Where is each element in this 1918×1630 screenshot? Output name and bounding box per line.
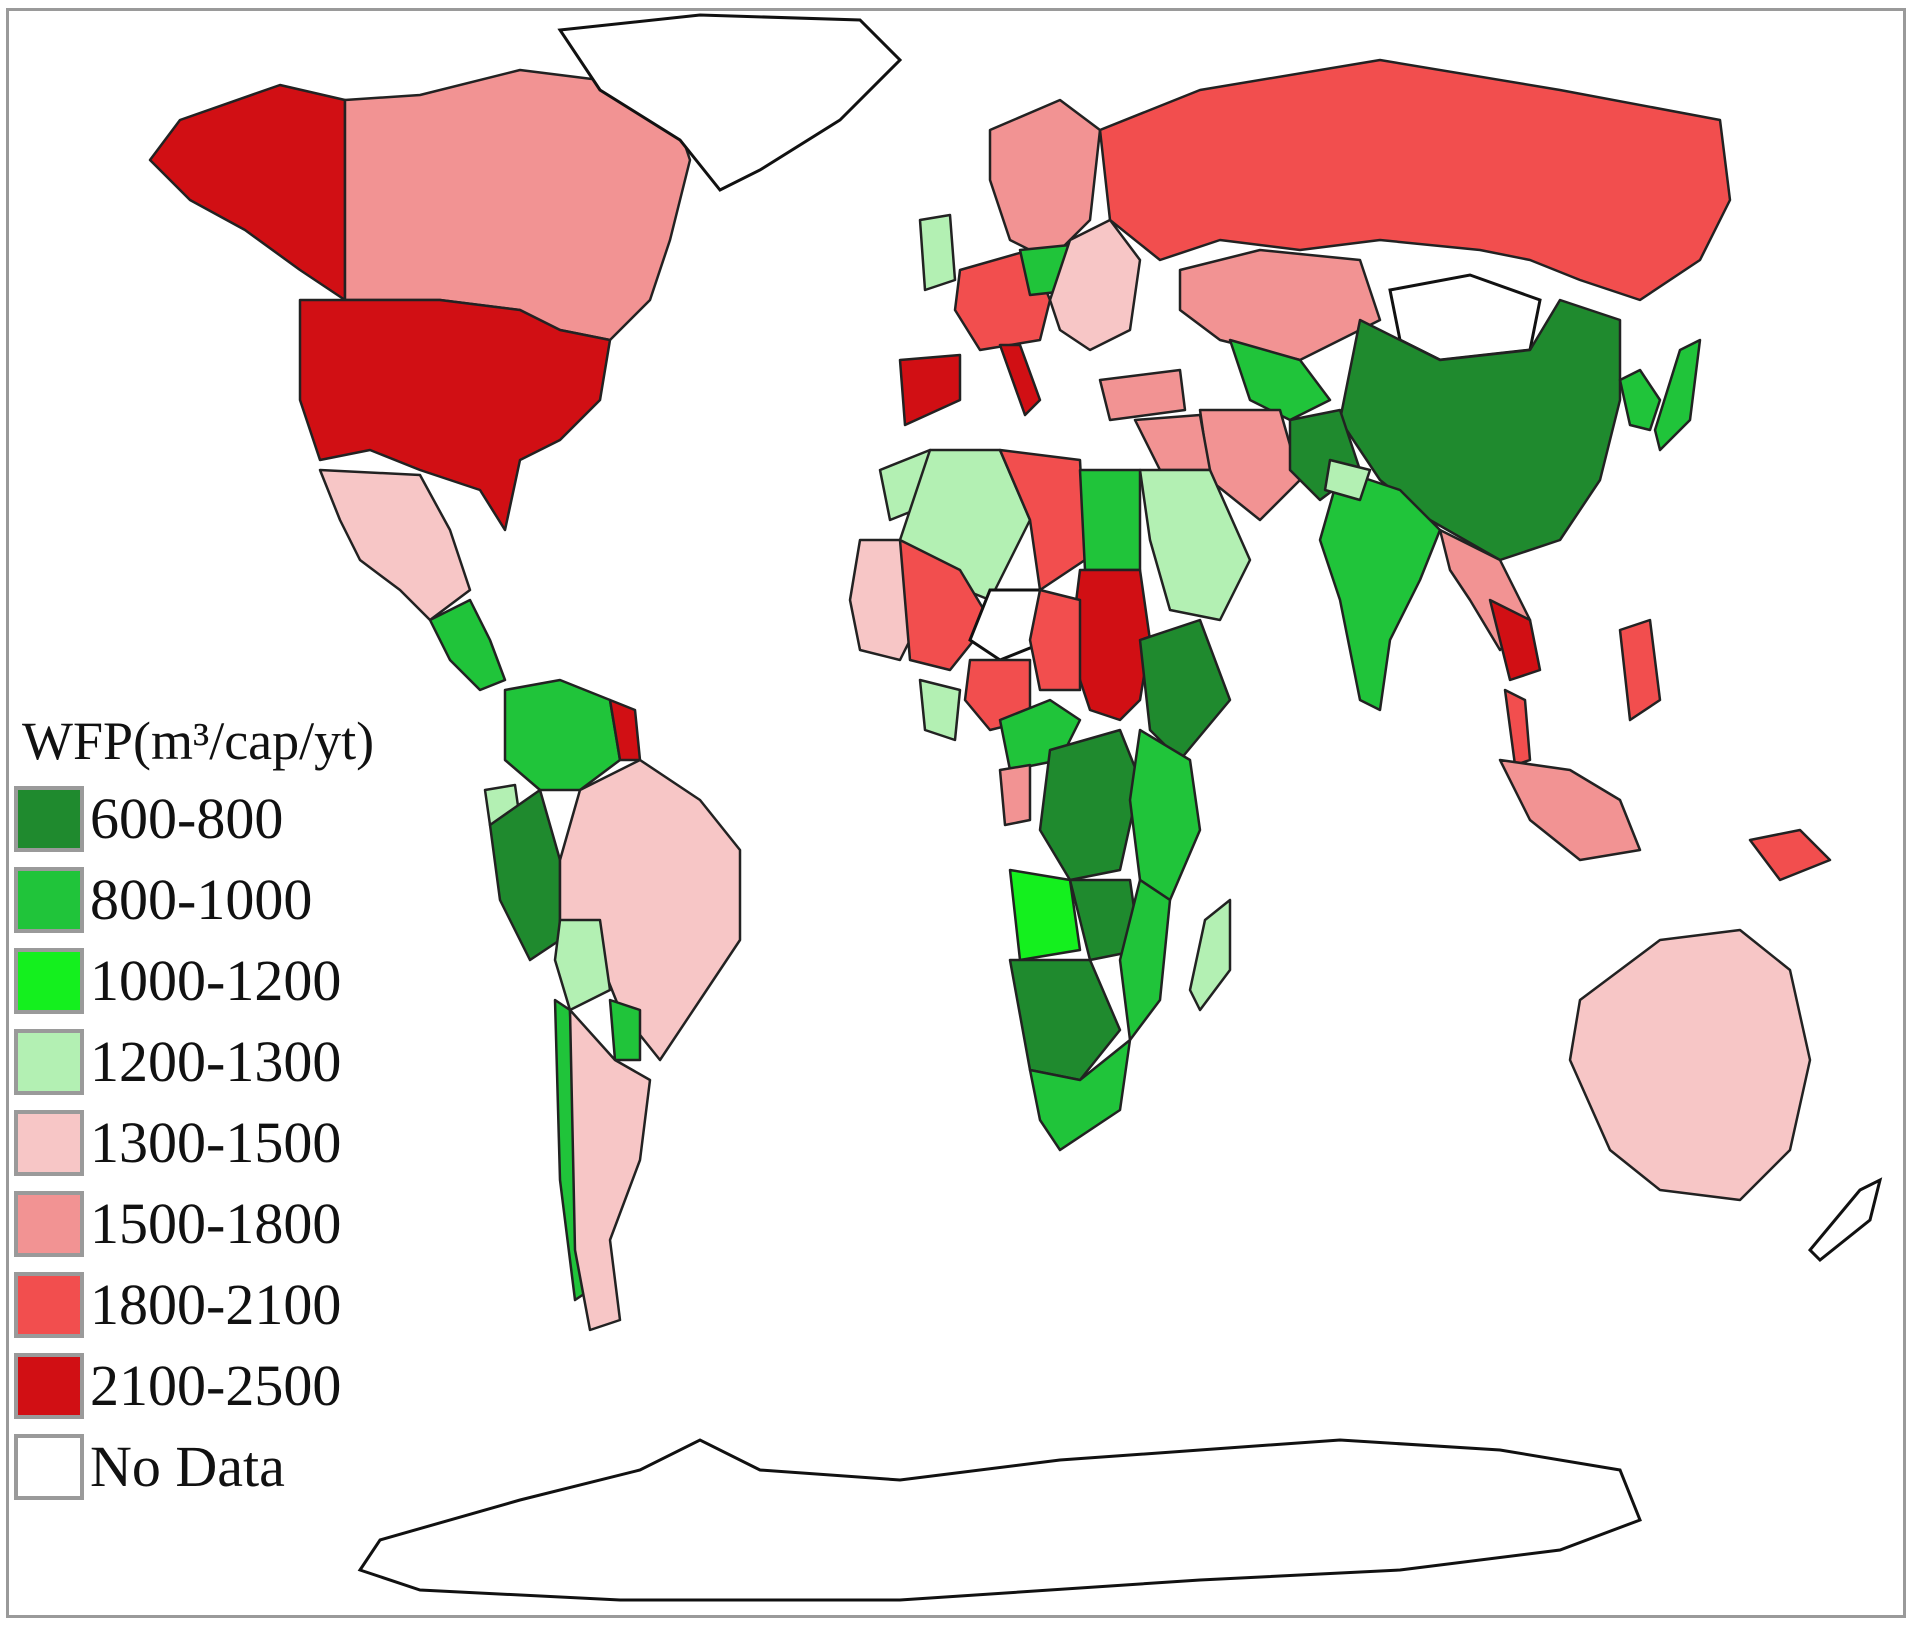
region-korea-japan [1618, 338, 1702, 452]
region-uk [918, 213, 957, 292]
legend-label: 800-1000 [90, 867, 313, 932]
legend-label: 2100-2500 [90, 1353, 342, 1418]
region-ethiopia [1138, 618, 1232, 762]
legend-label: 1000-1200 [90, 948, 342, 1013]
legend-label: No Data [90, 1434, 285, 1499]
region-usa [298, 298, 612, 532]
region-thailand [1488, 598, 1542, 682]
region-sudan [1068, 568, 1152, 722]
legend-item: 1800-2100 [14, 1264, 474, 1345]
region-philippines [1618, 618, 1662, 722]
region-guinea-coast [918, 678, 962, 742]
region-new-zealand [1807, 1177, 1883, 1263]
region-mali [898, 538, 992, 672]
region-malaysia [1503, 688, 1532, 767]
region-turkey [1098, 368, 1187, 422]
legend-item: 600-800 [14, 778, 474, 859]
region-namibia-botswana [1008, 958, 1122, 1082]
region-venezuela-colombia [503, 678, 622, 792]
region-drc [1038, 728, 1142, 882]
legend-swatch [14, 785, 84, 852]
legend-swatch [14, 1433, 84, 1500]
legend-swatch [14, 1190, 84, 1257]
region-india [1318, 468, 1442, 712]
region-alaska [148, 83, 347, 302]
region-australia [1568, 928, 1812, 1202]
region-mozambique [1118, 878, 1172, 1042]
legend-item: 2100-2500 [14, 1345, 474, 1426]
region-russia [1098, 58, 1732, 302]
legend-label: 1200-1300 [90, 1029, 342, 1094]
legend-swatch [14, 947, 84, 1014]
legend-item: 1300-1500 [14, 1102, 474, 1183]
region-mexico [318, 468, 472, 622]
region-saudi-arabia [1138, 468, 1252, 622]
legend-label: 1800-2100 [90, 1272, 342, 1337]
region-bolivia [553, 918, 612, 1012]
region-italy [998, 343, 1042, 417]
region-central-asia [1228, 338, 1332, 422]
region-middle-east [1133, 413, 1212, 472]
region-spain [898, 353, 962, 427]
legend-swatch [14, 866, 84, 933]
legend-swatch [14, 1028, 84, 1095]
region-greenland [557, 13, 903, 192]
region-south-africa [1028, 1038, 1132, 1152]
region-brazil [558, 758, 742, 1062]
region-argentina [568, 1008, 652, 1332]
region-angola [1008, 868, 1082, 962]
region-china [1338, 298, 1622, 562]
legend-swatch [14, 1109, 84, 1176]
legend-swatch [14, 1352, 84, 1419]
region-papua [1748, 828, 1832, 882]
region-gabon [998, 763, 1032, 827]
region-madagascar [1188, 898, 1232, 1012]
region-antarctica [357, 1438, 1642, 1602]
legend-title: WFP(m³/cap/yt) [22, 711, 375, 771]
region-libya [998, 448, 1087, 592]
legend-item: No Data [14, 1426, 474, 1507]
region-paraguay [608, 998, 642, 1062]
region-nepal [1323, 458, 1372, 502]
legend-swatch [14, 1271, 84, 1338]
region-egypt [1078, 468, 1142, 572]
map-legend: WFP(m³/cap/yt) 600-800 800-1000 1000-120… [14, 710, 474, 1507]
region-eastern-europe [1048, 218, 1142, 352]
region-central-america [428, 598, 507, 692]
legend-label: 600-800 [90, 786, 284, 851]
region-east-africa [1128, 728, 1202, 902]
legend-item: 800-1000 [14, 859, 474, 940]
region-kazakhstan [1178, 248, 1382, 362]
legend-label: 1300-1500 [90, 1110, 342, 1175]
region-chad [1028, 588, 1082, 692]
legend-label: 1500-1800 [90, 1191, 342, 1256]
region-indonesia [1498, 758, 1642, 862]
legend-item: 1000-1200 [14, 940, 474, 1021]
legend-item: 1200-1300 [14, 1021, 474, 1102]
legend-item: 1500-1800 [14, 1183, 474, 1264]
